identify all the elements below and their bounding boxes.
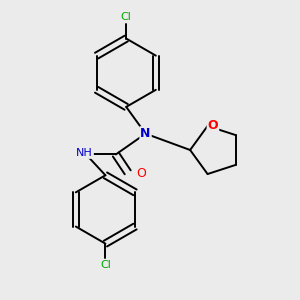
Text: Cl: Cl	[121, 12, 132, 22]
Text: O: O	[208, 119, 218, 133]
Text: NH: NH	[76, 148, 93, 158]
Text: O: O	[136, 167, 146, 180]
Text: N: N	[140, 127, 151, 140]
Text: Cl: Cl	[100, 260, 111, 270]
